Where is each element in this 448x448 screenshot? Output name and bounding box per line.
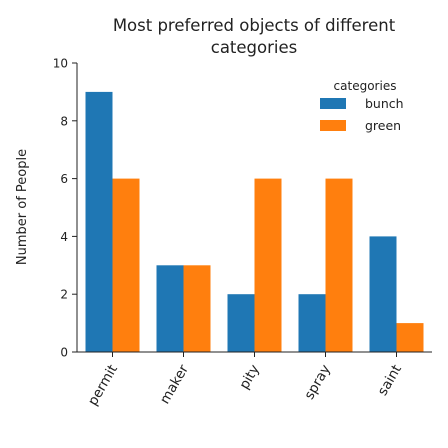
- y-tick-label: 6: [60, 172, 68, 186]
- legend-swatch-green: [320, 120, 346, 131]
- bar-permit-bunch: [85, 91, 113, 353]
- x-axis-labels: permit maker pity spray saint: [85, 352, 405, 408]
- bar-saint-green: [396, 323, 424, 352]
- y-tick-label: 0: [60, 346, 68, 360]
- bar-spray-bunch: [298, 294, 326, 352]
- legend-title: categories: [334, 79, 397, 93]
- bar-pity-bunch: [227, 294, 255, 352]
- y-axis-label: Number of People: [15, 149, 30, 265]
- bar-maker-bunch: [156, 265, 184, 352]
- chart-title-line-1: Most preferred objects of different: [113, 16, 396, 35]
- bar-spray-green: [325, 178, 353, 352]
- y-tick-label: 4: [60, 230, 68, 244]
- bar-pity-green: [254, 178, 282, 352]
- bars-group: [85, 91, 424, 353]
- x-tick-label-pity: pity: [236, 362, 263, 392]
- x-tick-label-saint: saint: [375, 362, 405, 398]
- legend-swatch-bunch: [320, 98, 346, 109]
- x-tick-label-maker: maker: [157, 362, 192, 407]
- x-tick-label-spray: spray: [301, 362, 334, 402]
- y-tick-label: 2: [60, 288, 68, 302]
- axes-lines: [76, 63, 432, 353]
- bar-saint-bunch: [369, 236, 397, 352]
- legend-items: bunch green: [320, 96, 404, 133]
- legend: categories bunch green: [320, 79, 404, 133]
- bar-permit-green: [112, 178, 140, 352]
- y-tick-label: 10: [53, 57, 68, 71]
- y-tick-label: 8: [60, 114, 68, 128]
- legend-label-green: green: [365, 118, 401, 133]
- x-tick-label-permit: permit: [85, 362, 121, 408]
- chart-title-line-2: categories: [211, 38, 298, 57]
- y-axis-ticks: 0 2 4 6 8 10: [53, 57, 77, 360]
- bar-maker-green: [183, 265, 211, 352]
- legend-label-bunch: bunch: [365, 96, 404, 111]
